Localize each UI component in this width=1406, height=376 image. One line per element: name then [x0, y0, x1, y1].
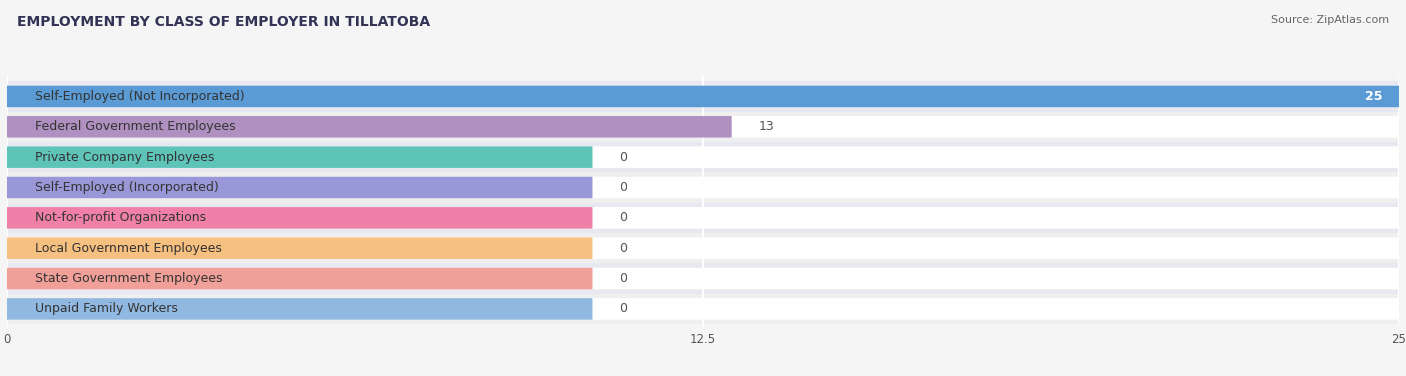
FancyBboxPatch shape	[6, 146, 592, 168]
FancyBboxPatch shape	[6, 177, 1400, 198]
Text: Local Government Employees: Local Government Employees	[35, 242, 222, 255]
FancyBboxPatch shape	[6, 268, 592, 290]
Text: 25: 25	[1365, 90, 1382, 103]
FancyBboxPatch shape	[6, 207, 1400, 229]
Text: 0: 0	[620, 302, 627, 315]
FancyBboxPatch shape	[0, 294, 1406, 324]
Text: Private Company Employees: Private Company Employees	[35, 151, 214, 164]
Text: Source: ZipAtlas.com: Source: ZipAtlas.com	[1271, 15, 1389, 25]
FancyBboxPatch shape	[0, 203, 1406, 233]
Text: 0: 0	[620, 181, 627, 194]
FancyBboxPatch shape	[0, 233, 1406, 263]
FancyBboxPatch shape	[6, 177, 592, 198]
FancyBboxPatch shape	[6, 237, 592, 259]
Text: 13: 13	[759, 120, 775, 133]
FancyBboxPatch shape	[6, 116, 731, 138]
Text: 0: 0	[620, 272, 627, 285]
FancyBboxPatch shape	[6, 86, 1400, 107]
FancyBboxPatch shape	[0, 142, 1406, 172]
Text: Federal Government Employees: Federal Government Employees	[35, 120, 235, 133]
Text: EMPLOYMENT BY CLASS OF EMPLOYER IN TILLATOBA: EMPLOYMENT BY CLASS OF EMPLOYER IN TILLA…	[17, 15, 430, 29]
Text: Not-for-profit Organizations: Not-for-profit Organizations	[35, 211, 207, 224]
Text: Unpaid Family Workers: Unpaid Family Workers	[35, 302, 177, 315]
FancyBboxPatch shape	[0, 81, 1406, 112]
FancyBboxPatch shape	[6, 146, 1400, 168]
Text: Self-Employed (Incorporated): Self-Employed (Incorporated)	[35, 181, 218, 194]
FancyBboxPatch shape	[6, 298, 592, 320]
FancyBboxPatch shape	[6, 237, 1400, 259]
FancyBboxPatch shape	[6, 116, 1400, 138]
FancyBboxPatch shape	[6, 298, 1400, 320]
FancyBboxPatch shape	[0, 112, 1406, 142]
Text: State Government Employees: State Government Employees	[35, 272, 222, 285]
FancyBboxPatch shape	[6, 86, 1400, 107]
Text: 0: 0	[620, 242, 627, 255]
FancyBboxPatch shape	[0, 172, 1406, 203]
FancyBboxPatch shape	[6, 268, 1400, 290]
FancyBboxPatch shape	[6, 207, 592, 229]
Text: 0: 0	[620, 151, 627, 164]
FancyBboxPatch shape	[0, 263, 1406, 294]
Text: Self-Employed (Not Incorporated): Self-Employed (Not Incorporated)	[35, 90, 245, 103]
Text: 0: 0	[620, 211, 627, 224]
